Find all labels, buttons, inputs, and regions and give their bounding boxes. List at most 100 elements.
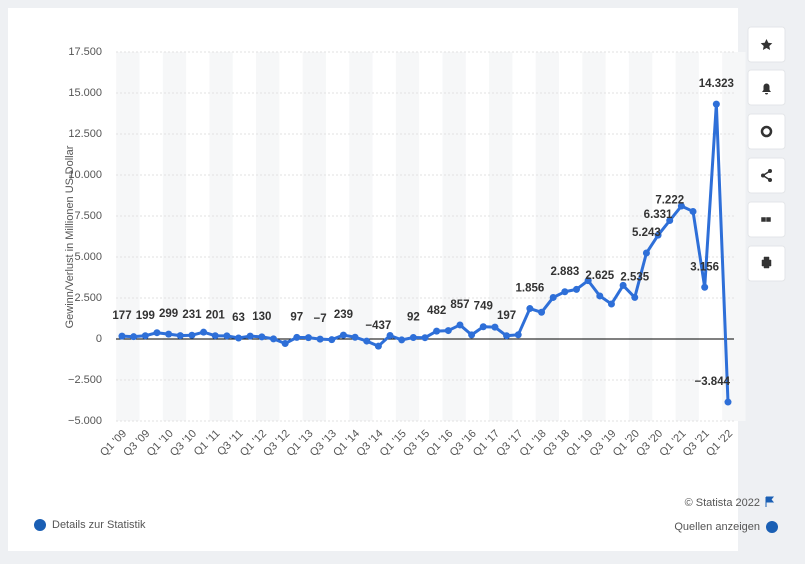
value-label: 231 [182,309,202,321]
point [223,332,231,340]
point [188,331,196,339]
y-tick-label: −5.000 [68,415,102,427]
value-label: 92 [407,312,420,324]
point [281,339,289,347]
point [584,277,592,285]
value-label: 2.883 [550,266,579,278]
point [293,333,301,341]
share-dot [768,178,772,182]
share-dot [768,169,772,173]
point [200,328,208,336]
column-band [675,52,699,421]
y-tick-label: −2.500 [68,374,102,386]
point [130,333,138,341]
bell-icon [762,83,771,95]
point [211,332,219,340]
point [153,329,161,337]
value-label: 7.222 [655,195,684,207]
point [654,231,662,239]
point [712,100,720,108]
point [607,300,615,308]
y-tick-label: 2.500 [74,292,102,304]
value-label: −7 [314,313,327,325]
y-tick-label: 10.000 [68,169,102,181]
column-band [535,52,560,421]
point [538,308,546,316]
point [444,327,452,335]
point [374,342,382,350]
column-band [209,52,233,421]
share-button[interactable] [747,157,786,194]
point [666,217,674,225]
y-tick-label: 12.500 [68,128,102,140]
point [596,292,604,300]
value-label: 2.625 [585,270,614,282]
value-label: 857 [450,299,469,311]
value-label: 299 [159,308,178,320]
value-label: 2.535 [620,271,649,283]
value-label: 97 [290,311,303,323]
point [398,336,406,344]
point [677,202,685,210]
point [724,398,732,406]
y-tick-label: 0 [96,333,102,345]
column-band [582,52,606,421]
value-label: 177 [112,310,131,322]
sources-link[interactable]: Quellen anzeigen [674,521,760,533]
column-band [256,52,280,421]
quote-icon [761,217,771,222]
share-dot [761,173,765,178]
value-label: −437 [365,320,391,332]
point [689,207,697,215]
flag-icon [765,496,775,507]
point [141,332,149,340]
value-label: 63 [232,312,245,324]
value-label: 201 [206,310,226,322]
point [316,335,324,343]
copyright[interactable]: © Statista 2022 [685,497,760,509]
y-tick-label: 5.000 [74,251,102,263]
value-label: −3.844 [695,376,731,388]
column-band [395,52,420,421]
point [176,332,184,340]
value-label: 482 [427,305,446,317]
value-label: 5.243 [632,227,661,239]
point [270,335,277,343]
point [479,323,487,331]
point [561,288,569,296]
point [491,323,499,331]
column-band [722,52,746,421]
value-label: 749 [474,301,493,313]
point [619,281,627,289]
point [258,333,266,341]
point [468,331,476,339]
y-axis-label: Gewinn/Verlust in Millionen US-Dollar [64,145,76,328]
gear-icon [760,125,773,138]
point [549,293,557,301]
point [642,249,650,257]
point [118,332,126,340]
point [573,285,580,293]
info-icon [34,519,46,531]
column-band [349,52,373,421]
value-label: 3.156 [690,261,719,273]
point [526,305,534,313]
sidebar [747,26,786,282]
point [503,332,511,340]
value-label: 197 [497,310,516,322]
column-band [162,52,187,421]
point [409,333,417,341]
point [304,334,312,342]
settings-button[interactable] [747,113,786,150]
point [386,331,394,339]
column-band [628,52,653,421]
point [701,283,709,291]
column-band [442,52,466,421]
value-label: 14.323 [699,78,734,90]
point [165,330,173,338]
details-link[interactable]: Details zur Statistik [52,519,146,531]
plot: −5.000 −2.500 0 2.500 5.000 7.500 10.000 12.500… [68,46,746,459]
point [328,336,336,344]
